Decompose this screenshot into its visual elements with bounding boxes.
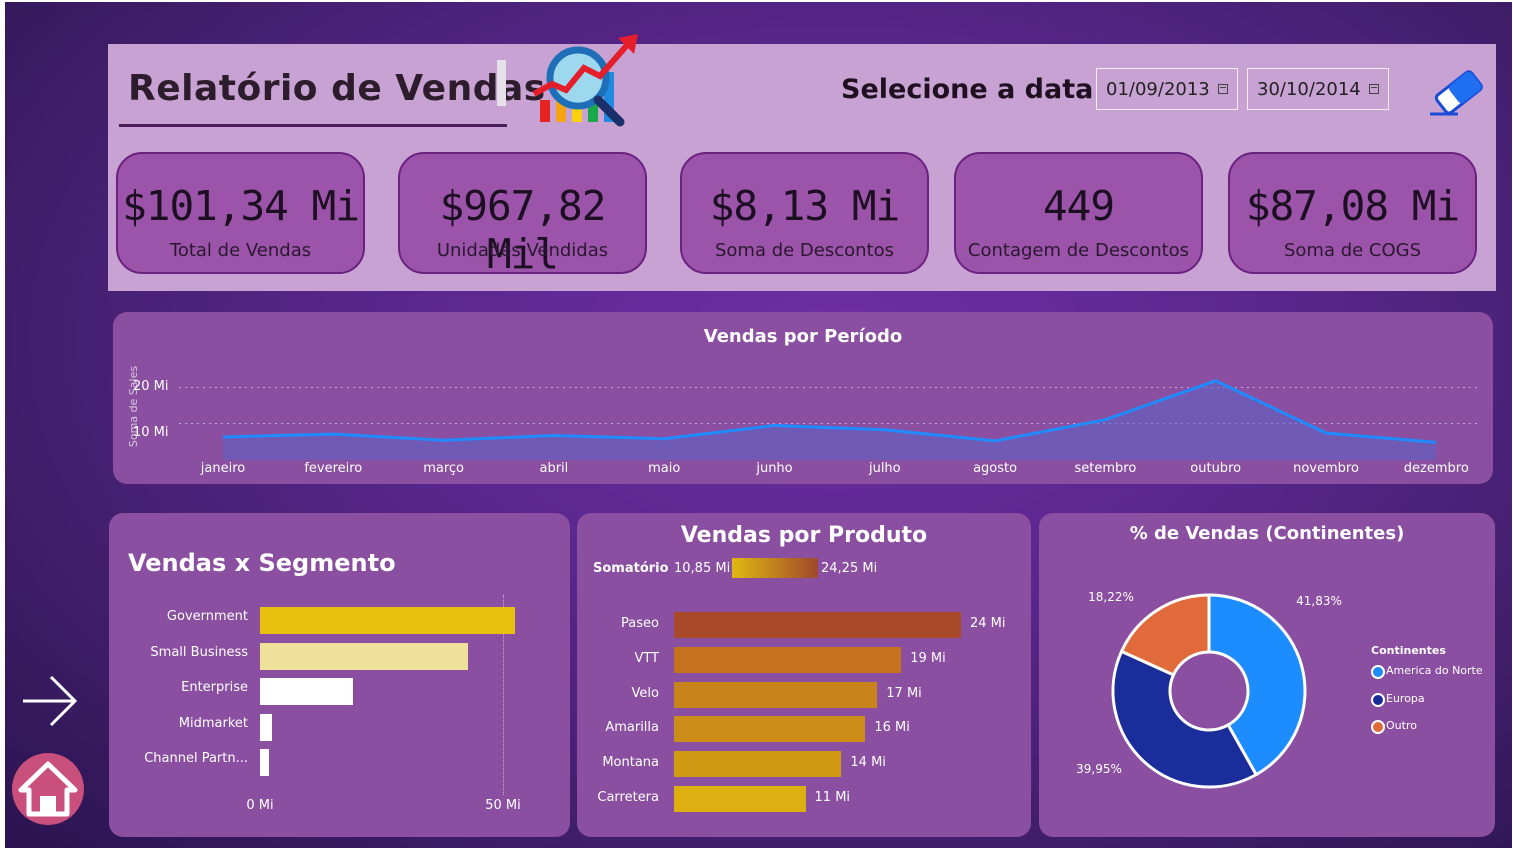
x-tick-label: fevereiro [283,461,383,476]
kpi-label: Soma de Descontos [682,240,927,261]
category-label: Montana [577,755,659,770]
segment-bar[interactable] [260,749,269,776]
chart-magnifier-icon [528,28,640,140]
kpi-value: $101,34 Mi [118,182,363,230]
sales-period-panel: Vendas por Período Soma de Sales 20 Mi 1… [113,312,1493,484]
product-bar[interactable] [674,647,901,673]
data-label: 14 Mi [850,755,886,770]
report-title: Relatório de Vendas [128,68,546,109]
x-tick-label: 50 Mi [473,798,533,813]
continent-panel: % de Vendas (Continentes) 41,83% 39,95% 18… [1039,513,1495,837]
start-date-input[interactable]: 01/09/2013 [1096,68,1238,110]
kpi-unidades-vendidas: $967,82 Mil Unidades Vendidas [398,152,647,274]
x-tick-label: outubro [1166,461,1266,476]
data-label: 41,83% [1296,594,1342,608]
legend-marker [1371,665,1385,679]
data-label: 39,95% [1076,762,1122,776]
start-date-value: 01/09/2013 [1106,79,1210,100]
calendar-icon[interactable] [1218,84,1228,94]
product-bar[interactable] [674,786,806,812]
x-tick-label: março [394,461,494,476]
end-date-value: 30/10/2014 [1257,79,1361,100]
data-label: 24 Mi [970,616,1006,631]
category-label: Amarilla [577,720,659,735]
category-label: VTT [577,651,659,666]
segment-bar[interactable] [260,678,353,705]
calendar-icon[interactable] [1369,84,1379,94]
kpi-label: Total de Vendas [118,240,363,261]
title-accent-bar [497,60,506,106]
category-label: Paseo [577,616,659,631]
kpi-label: Contagem de Descontos [956,240,1201,261]
chart-title: Vendas x Segmento [128,549,396,577]
legend-item[interactable]: America do Norte [1386,664,1483,677]
color-scale-legend [732,558,818,578]
x-tick-label: abril [504,461,604,476]
legend-item[interactable]: Outro [1386,719,1417,732]
home-icon[interactable] [11,752,85,826]
product-bar[interactable] [674,716,865,742]
legend-max: 24,25 Mi [821,561,877,576]
x-tick-label: maio [614,461,714,476]
segment-bar[interactable] [260,714,272,741]
legend-marker [1371,693,1385,707]
kpi-total-vendas: $101,34 Mi Total de Vendas [116,152,365,274]
kpi-value: $87,08 Mi [1230,182,1475,230]
product-bar[interactable] [674,751,841,777]
chart-title: Vendas por Produto [577,523,1031,548]
category-label: Government [109,609,248,624]
data-label: 19 Mi [910,651,946,666]
kpi-contagem-descontos: 449 Contagem de Descontos [954,152,1203,274]
x-tick-label: janeiro [173,461,273,476]
x-tick-label: junho [725,461,825,476]
kpi-value: $8,13 Mi [682,182,927,230]
legend-marker [1371,720,1385,734]
eraser-icon[interactable] [1428,64,1490,118]
category-label: Channel Partn... [109,751,248,766]
end-date-input[interactable]: 30/10/2014 [1247,68,1389,110]
category-label: Enterprise [109,680,248,695]
x-tick-label: julho [835,461,935,476]
x-tick-label: dezembro [1386,461,1486,476]
x-tick-label: setembro [1055,461,1155,476]
category-label: Velo [577,686,659,701]
report-canvas: Relatório de Vendas Selecione a data 01/… [5,2,1512,848]
data-label: 11 Mi [815,790,851,805]
segment-bar[interactable] [260,643,468,670]
x-tick-label: agosto [945,461,1045,476]
category-label: Midmarket [109,716,248,731]
product-panel: Vendas por Produto Somatório 10,85 Mi 24… [577,513,1031,837]
kpi-label: Unidades Vendidas [400,240,645,261]
title-underline [119,124,507,127]
area-fill [223,381,1436,460]
product-bar[interactable] [674,612,961,638]
legend-title: Somatório [593,561,669,576]
x-tick-label: 0 Mi [230,798,290,813]
kpi-soma-descontos: $8,13 Mi Soma de Descontos [680,152,929,274]
segment-panel: Vendas x Segmento Government Small Busine… [109,513,570,837]
kpi-value: 449 [956,182,1201,230]
legend-min: 10,85 Mi [674,561,730,576]
date-filter-label: Selecione a data [841,74,1093,105]
data-label: 16 Mi [874,720,910,735]
line-chart-plot [113,312,1493,484]
product-bar[interactable] [674,682,877,708]
category-label: Carretera [577,790,659,805]
kpi-label: Soma de COGS [1230,240,1475,261]
x-tick-label: novembro [1276,461,1376,476]
report-header: Relatório de Vendas Selecione a data 01/… [108,44,1496,291]
data-label: 17 Mi [886,686,922,701]
kpi-value: $967,82 Mil [400,182,645,278]
segment-bar[interactable] [260,607,515,634]
kpi-soma-cogs: $87,08 Mi Soma de COGS [1228,152,1477,274]
legend-item[interactable]: Europa [1386,692,1425,705]
legend-title: Continentes [1371,644,1446,657]
data-label: 18,22% [1088,590,1134,604]
category-label: Small Business [109,645,248,660]
arrow-right-icon[interactable] [21,674,79,728]
